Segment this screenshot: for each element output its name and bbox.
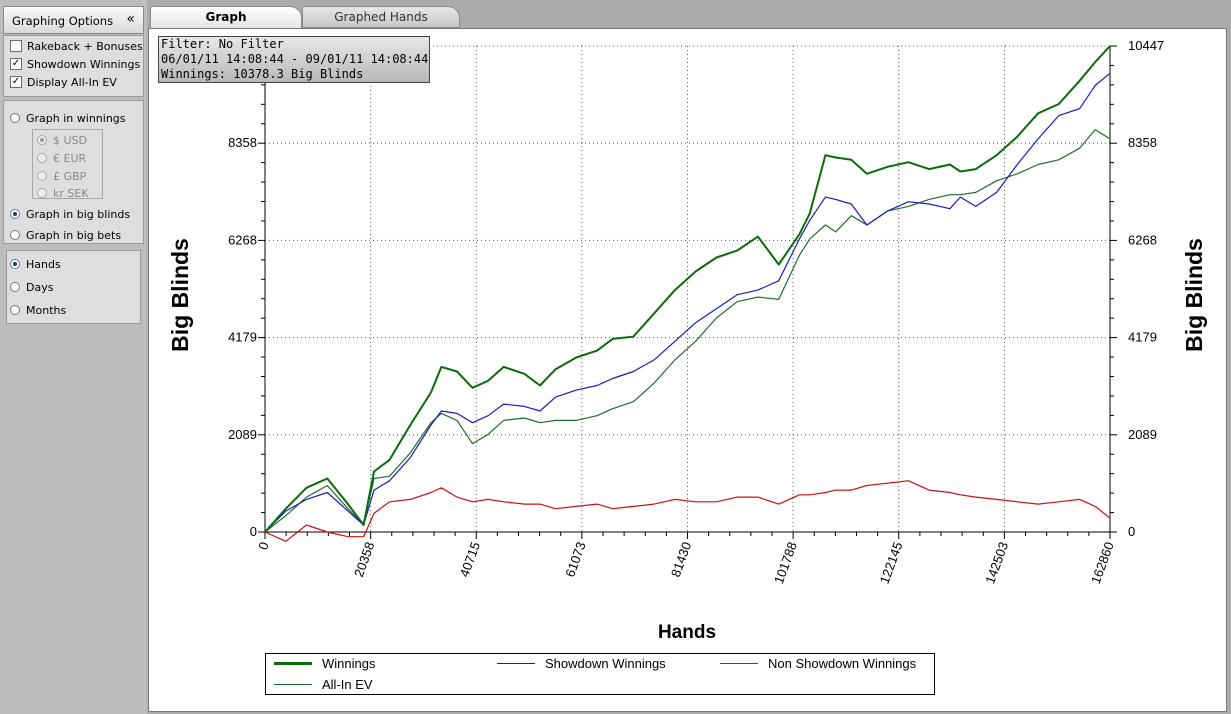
collapse-icon[interactable]: « — [126, 11, 135, 27]
tab-graph[interactable]: Graph — [150, 6, 302, 28]
sidebar-header: Graphing Options « — [3, 6, 144, 34]
radio-button[interactable] — [37, 171, 47, 181]
legend-item-allin-ev: All-In EV — [274, 677, 373, 692]
winnings-summary-text: Winnings: 10378.3 Big Blinds — [161, 67, 364, 81]
legend-swatch — [274, 662, 312, 665]
checkbox-box[interactable]: ✓ — [10, 76, 22, 88]
chart-legend: Winnings Showdown Winnings Non Showdown … — [265, 653, 935, 695]
filter-info-box: Filter: No Filter 06/01/11 14:08:44 - 09… — [158, 36, 430, 83]
legend-label: Showdown Winnings — [545, 656, 666, 671]
graph-in-big-blinds-radio[interactable]: Graph in big blinds — [10, 206, 130, 222]
sidebar-title: Graphing Options — [12, 14, 114, 28]
xaxis-months-radio[interactable]: Months — [10, 302, 66, 318]
xaxis-days-label: Days — [26, 280, 54, 294]
radio-button[interactable] — [37, 153, 47, 163]
currency-sek-radio[interactable]: kr SEK — [37, 185, 89, 201]
rakeback-bonuses-label: Rakeback + Bonuses — [27, 39, 143, 53]
legend-swatch — [274, 684, 312, 685]
currency-eur-label: € EUR — [53, 151, 87, 165]
showdown-winnings-checkbox[interactable]: ✓ Showdown Winnings — [10, 56, 140, 72]
radio-button[interactable] — [10, 305, 20, 315]
showdown-winnings-label: Showdown Winnings — [27, 57, 141, 71]
legend-label: All-In EV — [322, 677, 373, 692]
currency-usd-radio[interactable]: $ USD — [37, 132, 87, 148]
display-allin-ev-label: Display All-In EV — [27, 75, 117, 89]
graphing-options-sidebar: Graphing Options « Rakeback + Bonuses ✓ … — [0, 0, 147, 714]
radio-button[interactable] — [10, 230, 20, 240]
graph-in-winnings-label: Graph in winnings — [26, 111, 126, 125]
graph-in-big-bets-radio[interactable]: Graph in big bets — [10, 227, 121, 243]
tab-graphed-hands[interactable]: Graphed Hands — [302, 6, 460, 28]
currency-eur-radio[interactable]: € EUR — [37, 150, 86, 166]
units-panel: Graph in winnings $ USD € EUR £ GBP kr S… — [3, 100, 144, 244]
checkbox-box[interactable] — [10, 40, 22, 52]
radio-button[interactable] — [37, 188, 47, 198]
filter-text: Filter: No Filter — [161, 37, 284, 51]
rakeback-bonuses-checkbox[interactable]: Rakeback + Bonuses — [10, 38, 143, 54]
display-allin-ev-checkbox[interactable]: ✓ Display All-In EV — [10, 74, 117, 90]
currency-sek-label: kr SEK — [53, 186, 89, 200]
currency-usd-label: $ USD — [53, 133, 87, 147]
currency-group: $ USD € EUR £ GBP kr SEK — [32, 129, 103, 201]
radio-button[interactable] — [10, 259, 20, 269]
graph-in-big-bets-label: Graph in big bets — [26, 228, 122, 242]
legend-item-showdown: Showdown Winnings — [497, 656, 666, 671]
graph-in-big-blinds-label: Graph in big blinds — [26, 207, 131, 221]
xaxis-panel: Hands Days Months — [6, 250, 141, 324]
currency-gbp-label: £ GBP — [53, 169, 87, 183]
legend-item-non-showdown: Non Showdown Winnings — [720, 656, 916, 671]
legend-item-winnings: Winnings — [274, 656, 375, 671]
radio-button[interactable] — [10, 209, 20, 219]
xaxis-hands-label: Hands — [26, 257, 61, 271]
date-range-text: 06/01/11 14:08:44 - 09/01/11 14:08:44 — [161, 52, 429, 66]
graph-panel — [148, 28, 1227, 712]
radio-button[interactable] — [10, 113, 20, 123]
legend-label: Winnings — [322, 656, 376, 671]
legend-swatch — [720, 663, 758, 664]
legend-swatch — [497, 663, 535, 664]
radio-button[interactable] — [10, 282, 20, 292]
xaxis-hands-radio[interactable]: Hands — [10, 256, 61, 272]
checkbox-box[interactable]: ✓ — [10, 58, 22, 70]
legend-label: Non Showdown Winnings — [768, 656, 917, 671]
xaxis-months-label: Months — [26, 303, 67, 317]
xaxis-days-radio[interactable]: Days — [10, 279, 53, 295]
currency-gbp-radio[interactable]: £ GBP — [37, 168, 86, 184]
radio-button[interactable] — [37, 135, 47, 145]
display-options-panel: Rakeback + Bonuses ✓ Showdown Winnings ✓… — [3, 35, 144, 97]
graph-in-winnings-radio[interactable]: Graph in winnings — [10, 110, 126, 126]
